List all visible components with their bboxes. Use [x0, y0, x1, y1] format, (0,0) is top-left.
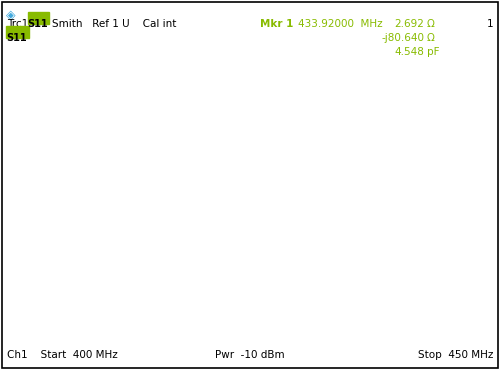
- Text: 5: 5: [302, 128, 307, 137]
- Text: 0: 0: [50, 194, 55, 203]
- Text: 2: 2: [258, 71, 262, 80]
- Text: 4.548: 4.548: [394, 47, 424, 57]
- Text: 0.5: 0.5: [130, 194, 142, 203]
- Text: Trc1: Trc1: [7, 19, 28, 29]
- Text: 0.5: 0.5: [89, 71, 101, 80]
- Text: Ω: Ω: [427, 19, 435, 29]
- Text: 1: 1: [175, 43, 180, 52]
- Text: ◈: ◈: [6, 8, 16, 21]
- Text: Ch1    Start  400 MHz: Ch1 Start 400 MHz: [7, 350, 118, 360]
- Text: 433.92000  MHz: 433.92000 MHz: [298, 19, 382, 29]
- Text: Stop  450 MHz: Stop 450 MHz: [418, 350, 493, 360]
- Text: 2.692: 2.692: [394, 19, 424, 29]
- Text: S11: S11: [28, 19, 48, 29]
- Text: Ω: Ω: [427, 33, 435, 43]
- Text: Smith   Ref 1 U    Cal int: Smith Ref 1 U Cal int: [52, 19, 176, 29]
- Text: pF: pF: [427, 47, 440, 57]
- Text: 0.2: 0.2: [88, 194, 101, 203]
- Text: -j80.640: -j80.640: [381, 33, 424, 43]
- Text: Mkr 1: Mkr 1: [260, 19, 294, 29]
- Text: -5: -5: [303, 234, 310, 243]
- Text: 2: 2: [216, 194, 222, 203]
- Text: S11: S11: [6, 33, 28, 43]
- Text: -0.5: -0.5: [86, 293, 101, 302]
- FancyBboxPatch shape: [6, 26, 28, 37]
- Text: Pwr  -10 dBm: Pwr -10 dBm: [215, 350, 285, 360]
- Text: Mkr 1: Mkr 1: [188, 52, 214, 61]
- Text: Mkr 1 2: Mkr 1 2: [220, 294, 256, 303]
- Text: 1: 1: [175, 194, 180, 203]
- Text: 5: 5: [258, 165, 264, 174]
- Text: 1: 1: [486, 19, 493, 29]
- FancyBboxPatch shape: [28, 11, 48, 24]
